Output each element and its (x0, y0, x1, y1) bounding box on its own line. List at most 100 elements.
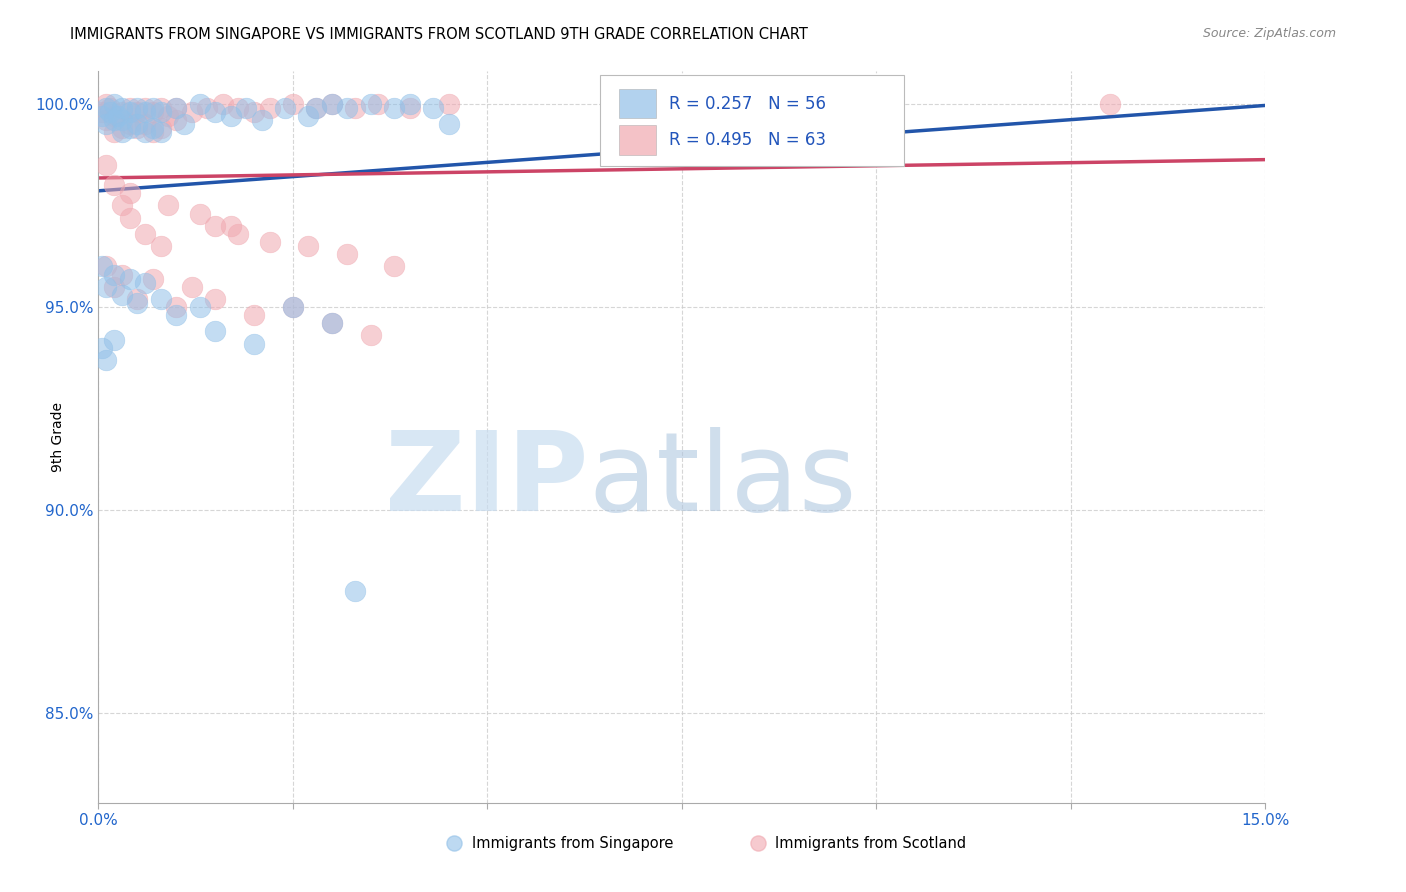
Point (281, 300, 304, 314)
Point (111, 125, 134, 139)
Point (142, 121, 165, 136)
Point (180, 105, 202, 120)
Point (437, 117, 460, 131)
Point (219, 219, 242, 233)
Point (165, 308, 187, 322)
Point (127, 117, 149, 131)
Point (382, 101, 405, 115)
Point (127, 296, 149, 310)
Point (91, 260, 114, 274)
Point (250, 113, 273, 128)
Point (111, 121, 134, 136)
Point (243, 105, 266, 120)
Point (165, 101, 187, 115)
Point (437, 96, 460, 111)
Point (336, 101, 359, 115)
Point (157, 198, 180, 212)
Point (360, 96, 382, 111)
Text: IMMIGRANTS FROM SINGAPORE VS IMMIGRANTS FROM SCOTLAND 9TH GRADE CORRELATION CHAR: IMMIGRANTS FROM SINGAPORE VS IMMIGRANTS … (70, 27, 808, 42)
Point (111, 105, 134, 120)
Point (118, 105, 141, 120)
Point (305, 101, 328, 115)
Point (103, 279, 125, 293)
Point (212, 96, 235, 111)
Point (274, 101, 297, 115)
FancyBboxPatch shape (619, 89, 657, 118)
Point (297, 109, 319, 123)
Point (98, 101, 121, 115)
Point (127, 105, 149, 120)
Point (127, 101, 149, 115)
FancyBboxPatch shape (619, 126, 657, 154)
Text: 9th Grade: 9th Grade (51, 402, 65, 472)
Point (127, 121, 149, 136)
Point (103, 109, 125, 123)
Point (195, 101, 218, 115)
Point (96, 158, 118, 172)
Point (321, 316, 343, 330)
Point (142, 101, 165, 115)
Point (228, 101, 250, 115)
Point (204, 325, 226, 339)
Point (127, 292, 149, 306)
Text: Immigrants from Singapore: Immigrants from Singapore (472, 836, 673, 851)
Point (344, 101, 367, 115)
Point (118, 271, 141, 285)
Point (118, 121, 141, 136)
Point (103, 96, 125, 111)
Point (173, 117, 195, 131)
Point (111, 268, 134, 282)
Point (134, 105, 156, 120)
Point (321, 96, 343, 111)
Point (134, 117, 156, 131)
Point (98, 105, 121, 120)
Point (243, 308, 266, 322)
Point (219, 109, 242, 123)
Point (103, 268, 125, 282)
Point (91, 105, 114, 120)
Text: atlas: atlas (589, 427, 858, 534)
Point (228, 227, 250, 241)
Point (103, 113, 125, 128)
Point (398, 96, 420, 111)
Point (134, 101, 156, 115)
Point (422, 101, 444, 115)
Point (149, 121, 172, 136)
Point (321, 316, 343, 330)
Point (188, 96, 211, 111)
Point (134, 227, 156, 241)
Point (204, 105, 226, 120)
Point (204, 219, 226, 233)
Point (382, 260, 405, 274)
Point (165, 101, 187, 115)
Point (243, 336, 266, 351)
Point (188, 300, 211, 314)
Point (96, 113, 118, 128)
Point (188, 206, 211, 220)
Point (165, 113, 187, 128)
Text: Source: ZipAtlas.com: Source: ZipAtlas.com (1202, 27, 1336, 40)
Point (142, 105, 165, 120)
Point (103, 333, 125, 347)
Point (103, 178, 125, 193)
Point (103, 125, 125, 139)
Point (297, 239, 319, 253)
Point (321, 96, 343, 111)
Text: R = 0.257   N = 56: R = 0.257 N = 56 (669, 95, 827, 112)
Point (235, 101, 257, 115)
Point (204, 292, 226, 306)
Point (118, 186, 141, 201)
Point (157, 109, 180, 123)
Point (149, 292, 172, 306)
Point (165, 300, 187, 314)
Point (344, 584, 367, 599)
Point (111, 101, 134, 115)
Point (111, 288, 134, 302)
Point (1098, 96, 1121, 111)
Point (360, 328, 382, 343)
Point (96, 260, 118, 274)
Point (111, 198, 134, 212)
Point (149, 239, 172, 253)
Text: Immigrants from Scotland: Immigrants from Scotland (775, 836, 966, 851)
FancyBboxPatch shape (600, 75, 904, 167)
